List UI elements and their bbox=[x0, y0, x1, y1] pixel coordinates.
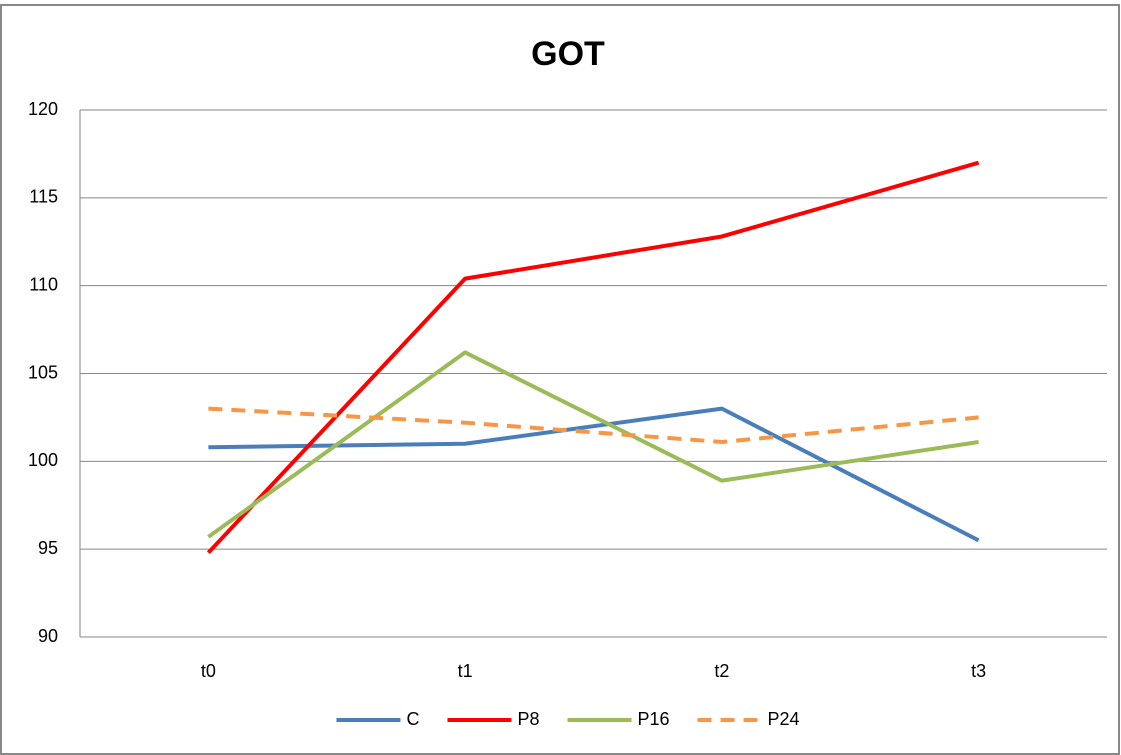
y-tick-label: 100 bbox=[28, 450, 58, 470]
y-tick-label: 115 bbox=[29, 187, 58, 207]
x-tick-label: t2 bbox=[714, 661, 729, 681]
x-tick-label: t3 bbox=[971, 661, 986, 681]
y-tick-label: 90 bbox=[38, 626, 58, 646]
x-tick-label: t0 bbox=[201, 661, 216, 681]
y-tick-label: 120 bbox=[28, 99, 58, 119]
legend-label: P24 bbox=[768, 709, 800, 729]
series-line bbox=[208, 406, 979, 445]
y-tick-label: 95 bbox=[38, 538, 58, 558]
chart-title: GOT bbox=[531, 35, 605, 73]
y-tick-label: 105 bbox=[28, 362, 58, 382]
legend-label: P8 bbox=[517, 709, 539, 729]
y-tick-label: 110 bbox=[29, 274, 58, 294]
x-tick-label: t1 bbox=[458, 661, 473, 681]
chart-frame bbox=[0, 4, 1120, 755]
series-line bbox=[207, 350, 979, 539]
legend-label: C bbox=[406, 709, 419, 729]
legend-label: P16 bbox=[637, 709, 669, 729]
